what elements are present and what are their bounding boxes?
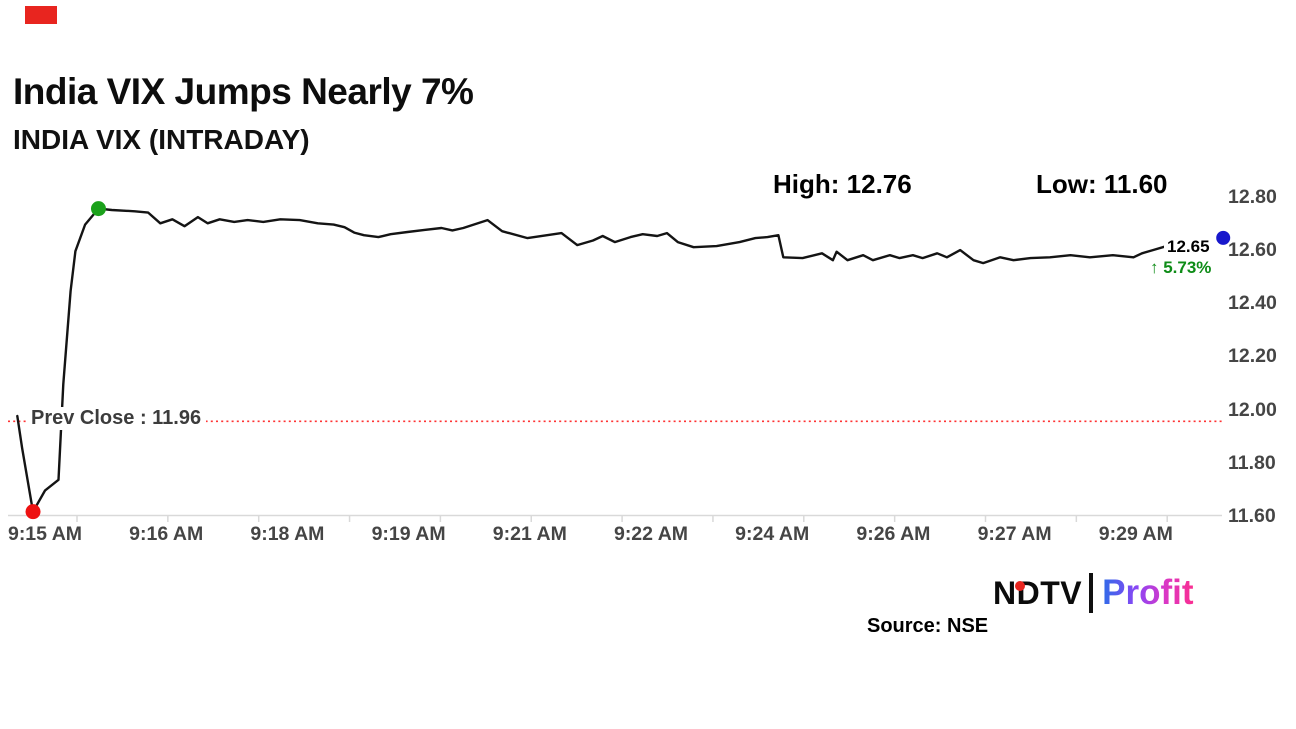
ndtv-logo-text: NDTV	[993, 575, 1082, 612]
y-axis-tick-label: 11.80	[1228, 451, 1276, 474]
y-axis-tick-label: 12.20	[1228, 345, 1277, 368]
x-axis-tick-label: 9:29 AM	[1098, 523, 1173, 545]
page-title: India VIX Jumps Nearly 7%	[13, 71, 474, 112]
high-marker-dot	[90, 201, 106, 217]
brand-red-chip	[25, 6, 57, 24]
y-axis-tick-label: 12.00	[1228, 398, 1277, 421]
ndtv-logo-red-dot-icon	[1015, 580, 1025, 591]
prev-close-label: Prev Close : 11.96	[26, 407, 207, 430]
source-label: Source: NSE	[867, 615, 989, 637]
last-marker-dot	[1216, 230, 1231, 245]
x-axis-tick-label: 9:27 AM	[977, 523, 1052, 545]
x-axis-tick-label: 9:19 AM	[371, 523, 446, 545]
x-axis-tick-label: 9:15 AM	[7, 523, 83, 545]
low-marker-dot	[25, 504, 41, 520]
change-percent-label: ↑ 5.73%	[1150, 258, 1212, 277]
ndtv-profit-logo: NDTV Profit	[993, 571, 1194, 615]
profit-logo-text: Profit	[1102, 573, 1194, 612]
high-value-label: High: 12.76	[773, 169, 912, 199]
series-line	[16, 207, 1176, 513]
last-price-label: 12.65	[1164, 237, 1213, 257]
x-axis-tick-label: 9:24 AM	[735, 523, 810, 545]
chart-subtitle: INDIA VIX (INTRADAY)	[13, 124, 310, 155]
low-value-label: Low: 11.60	[1036, 169, 1168, 199]
y-axis-tick-label: 11.60	[1228, 504, 1276, 527]
y-axis-tick-label: 12.40	[1228, 292, 1277, 315]
logo-divider-bar	[1089, 573, 1094, 613]
y-axis-tick-label: 12.80	[1228, 186, 1277, 208]
x-axis-tick-label: 9:18 AM	[250, 523, 325, 545]
y-axis-tick-label: 12.60	[1228, 239, 1277, 262]
x-axis-tick-label: 9:22 AM	[613, 523, 689, 545]
x-axis-tick-label: 9:21 AM	[492, 523, 567, 545]
x-axis-tick-label: 9:26 AM	[856, 523, 931, 545]
ndtv-letters: NDTV	[993, 574, 1083, 611]
x-axis-tick-label: 9:16 AM	[129, 523, 204, 545]
